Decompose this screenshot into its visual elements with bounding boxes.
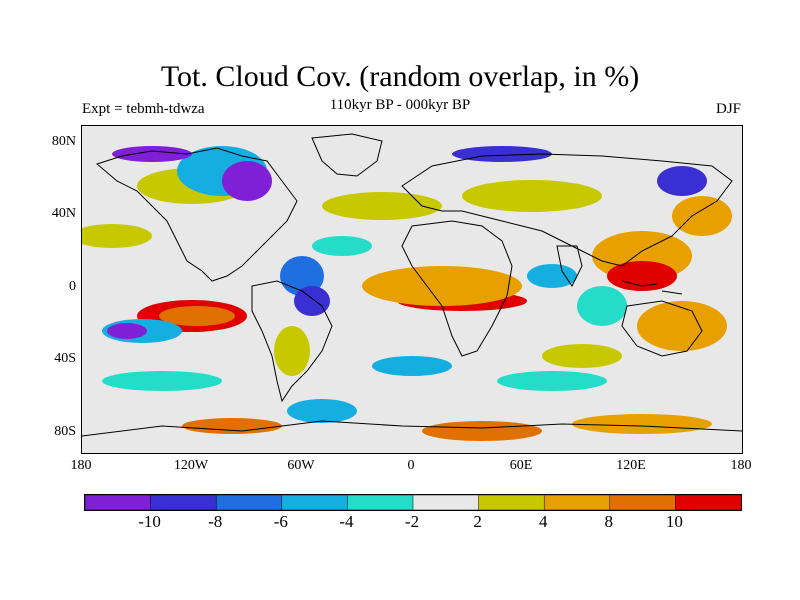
colorbar-tick-label: 8 bbox=[604, 512, 614, 531]
lat-label-40s: 40S bbox=[54, 351, 76, 366]
colorbar bbox=[84, 494, 742, 511]
anomaly-blob bbox=[657, 166, 707, 196]
colorbar-swatch bbox=[543, 494, 611, 511]
colorbar-tick-label: 2 bbox=[473, 512, 482, 531]
anomaly-blob bbox=[287, 399, 357, 423]
anomaly-blob bbox=[637, 301, 727, 351]
anomaly-field bbox=[82, 146, 732, 441]
colorbar-swatch bbox=[675, 494, 742, 511]
lat-label-80n: 80N bbox=[51, 134, 76, 149]
anomaly-blob bbox=[112, 146, 192, 162]
anomaly-blob bbox=[362, 266, 522, 306]
anomaly-blob bbox=[607, 261, 677, 291]
colorbar-tick-label: 10 bbox=[665, 512, 683, 531]
anomaly-blob bbox=[372, 356, 452, 376]
lon-label-180e: 180 bbox=[730, 458, 752, 473]
colorbar-tick-label: -6 bbox=[273, 512, 288, 531]
colorbar-swatch bbox=[609, 494, 677, 511]
coastlines bbox=[82, 133, 742, 437]
colorbar-tick-label: -10 bbox=[138, 512, 161, 531]
anomaly-blob bbox=[159, 306, 235, 326]
colorbar-swatch bbox=[215, 494, 283, 511]
anomaly-blob bbox=[462, 180, 602, 212]
lon-label-0: 0 bbox=[407, 458, 415, 473]
season-label: DJF bbox=[715, 101, 741, 117]
anomaly-blob bbox=[182, 418, 282, 434]
colorbar-tick-label: -4 bbox=[339, 512, 354, 531]
colorbar-swatch bbox=[478, 494, 545, 511]
anomaly-blob bbox=[280, 256, 324, 296]
anomaly-blob bbox=[572, 414, 712, 434]
anomaly-blob bbox=[422, 421, 542, 441]
lat-label-40n: 40N bbox=[51, 206, 76, 221]
anomaly-blob bbox=[294, 286, 330, 316]
lon-label-120w: 120W bbox=[173, 458, 209, 473]
anomaly-blob bbox=[542, 344, 622, 368]
colorbar-swatch bbox=[84, 494, 152, 511]
colorbar-swatch bbox=[281, 494, 349, 511]
colorbar-swatch bbox=[412, 494, 480, 511]
anomaly-blob bbox=[527, 264, 577, 288]
colorbar-swatches bbox=[84, 494, 742, 511]
anomaly-blob bbox=[452, 146, 552, 162]
map-title: Tot. Cloud Cov. (random overlap, in %) bbox=[160, 60, 640, 93]
anomaly-blob bbox=[107, 323, 147, 339]
map-canvas bbox=[82, 126, 742, 453]
lat-label-80s: 80S bbox=[54, 424, 76, 439]
lon-label-60e: 60E bbox=[509, 458, 533, 473]
lon-label-180w: 180 bbox=[70, 458, 92, 473]
colorbar-tick-label: -2 bbox=[404, 512, 420, 531]
experiment-label: Expt = tebmh-tdwza bbox=[82, 101, 205, 117]
anomaly-blob bbox=[82, 224, 152, 248]
lon-label-60w: 60W bbox=[287, 458, 315, 473]
anomaly-blob bbox=[274, 326, 310, 376]
anomaly-blob bbox=[322, 192, 442, 220]
anomaly-blob bbox=[222, 161, 272, 201]
anomaly-blob bbox=[577, 286, 627, 326]
colorbar-swatch bbox=[150, 494, 217, 511]
colorbar-tick-label: 4 bbox=[538, 512, 548, 531]
anomaly-blob bbox=[312, 236, 372, 256]
world-map bbox=[81, 125, 743, 454]
lon-label-120e: 120E bbox=[616, 458, 646, 473]
anomaly-blob bbox=[672, 196, 732, 236]
lat-label-0: 0 bbox=[69, 279, 76, 294]
anomaly-blob bbox=[497, 371, 607, 391]
colorbar-tick-label: -8 bbox=[208, 512, 223, 531]
colorbar-swatch bbox=[347, 494, 414, 511]
map-subtitle: 110kyr BP - 000kyr BP bbox=[329, 97, 471, 113]
anomaly-blob bbox=[102, 371, 222, 391]
